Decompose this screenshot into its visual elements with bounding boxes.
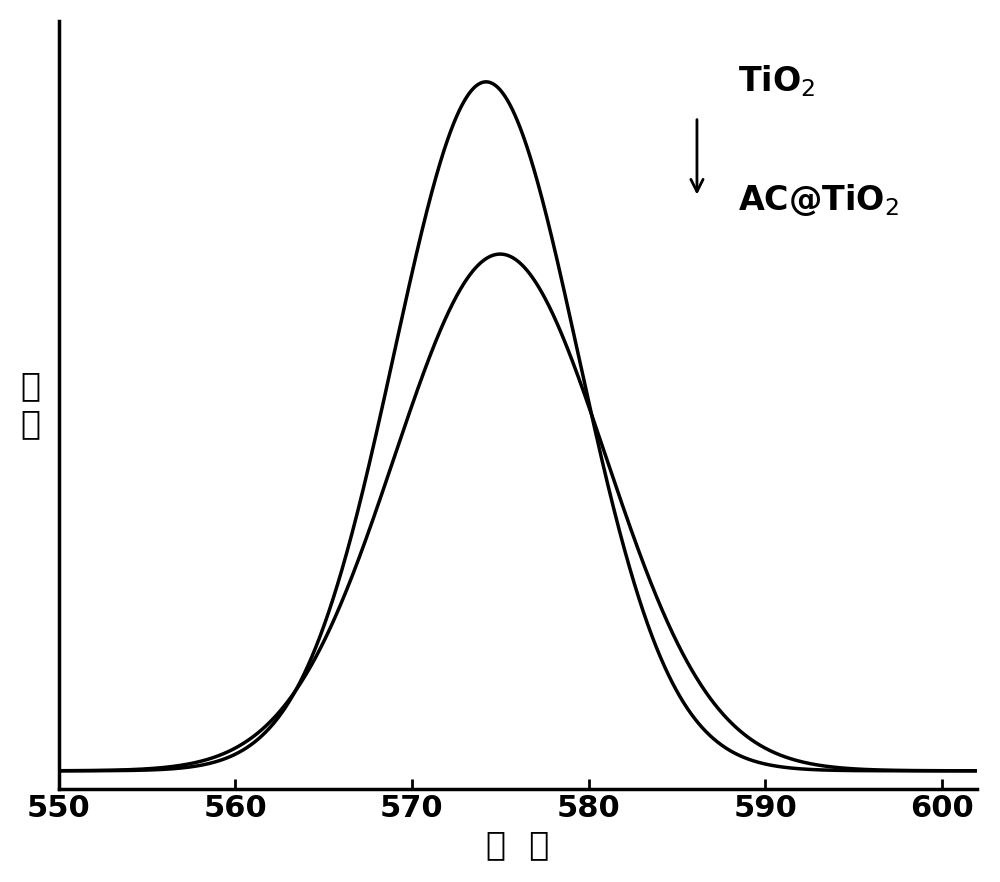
Y-axis label: 强
度: 强 度 xyxy=(21,370,41,440)
Text: TiO$_2$: TiO$_2$ xyxy=(738,64,816,99)
X-axis label: 波  长: 波 长 xyxy=(486,828,549,861)
Text: AC@TiO$_2$: AC@TiO$_2$ xyxy=(738,182,900,218)
